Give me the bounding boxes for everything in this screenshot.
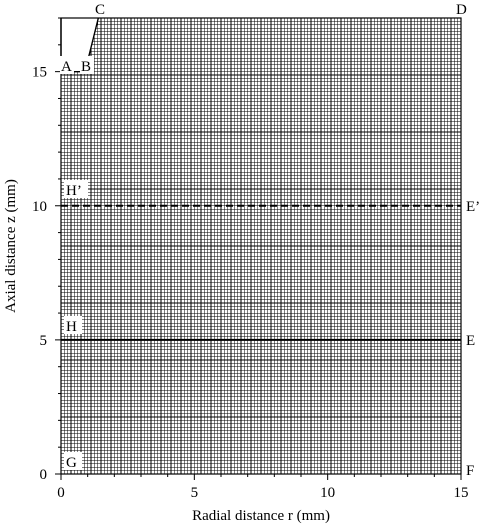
x-tick-label-5: 5 — [191, 485, 199, 501]
point-label-d: D — [456, 2, 467, 18]
label-bg-g — [64, 452, 82, 470]
x-tick-label-0: 0 — [57, 485, 65, 501]
point-label-e: E — [466, 333, 475, 349]
y-tick-label-10: 10 — [32, 199, 47, 215]
point-label-f: F — [466, 463, 474, 479]
point-label-g: G — [66, 455, 77, 471]
point-label-a: A — [61, 59, 72, 75]
label-bg-h — [64, 316, 82, 334]
point-label-e-prime: E’ — [466, 199, 480, 215]
point-label-c: C — [95, 2, 105, 18]
y-tick-label-0: 0 — [40, 467, 48, 483]
point-label-b: B — [81, 59, 91, 75]
x-axis-title: Radial distance r (mm) — [192, 508, 330, 524]
label-bg-h-prime — [64, 180, 88, 198]
x-tick-label-10: 10 — [320, 485, 335, 501]
y-axis-title: Axial distance z (mm) — [3, 179, 19, 313]
y-tick-label-5: 5 — [40, 333, 48, 349]
x-axis-ticks — [60, 474, 462, 480]
domain-boundary — [60, 17, 462, 475]
mesh-lines — [61, 18, 461, 474]
y-axis-ticks — [55, 17, 61, 475]
point-label-h: H — [66, 319, 77, 335]
y-tick-label-15: 15 — [32, 65, 47, 81]
label-bg-a — [60, 56, 74, 74]
label-bg-b — [80, 56, 94, 74]
point-label-h-prime: H’ — [66, 183, 82, 199]
x-tick-label-15: 15 — [454, 485, 469, 501]
computational-mesh — [61, 18, 461, 474]
